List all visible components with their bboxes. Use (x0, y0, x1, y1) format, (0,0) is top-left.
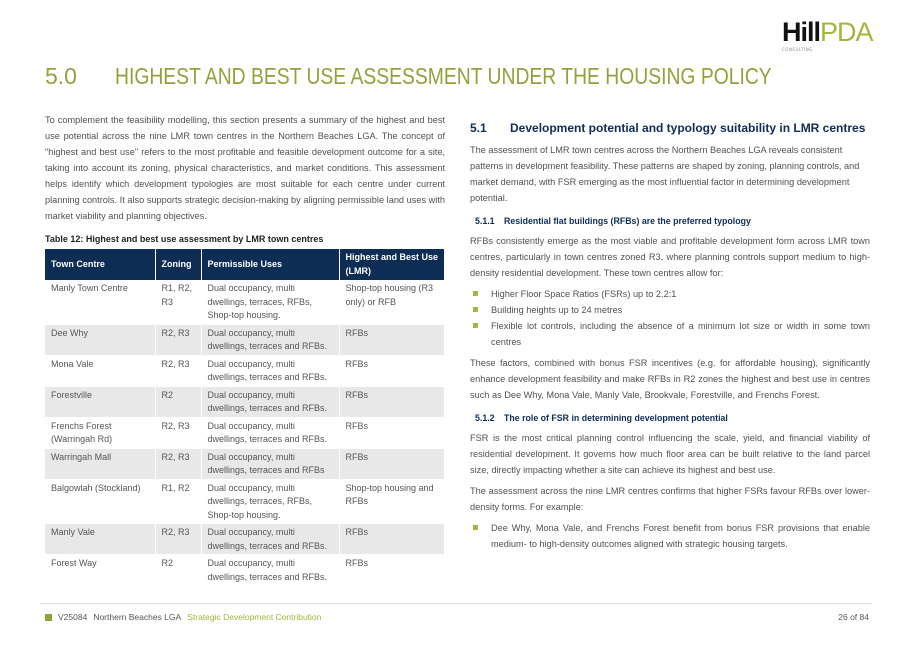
logo-wordmark: Hill PDA (782, 18, 882, 46)
table-cell: R2, R3 (155, 324, 202, 356)
heading-number: 5.1 (470, 121, 487, 135)
paragraph: FSR is the most critical planning contro… (470, 433, 870, 475)
table-cell: Dual occupancy, multi dwellings, terrace… (201, 523, 340, 555)
table-row: Frenchs Forest (Warringah Rd) R2, R3 Dual … (45, 417, 445, 449)
table-header: Zoning (155, 249, 202, 280)
list-item: Dee Why, Mona Vale, and Frenchs Forest b… (470, 520, 870, 552)
footer-square-icon (45, 613, 52, 621)
bullet-list: Higher Floor Space Ratios (FSRs) up to 2… (470, 286, 870, 350)
paragraph: RFBs consistently emerge as the most via… (470, 236, 870, 278)
table-cell: R2, R3 (155, 355, 202, 387)
logo-accent: PDA (820, 17, 874, 47)
heading-5-1: 5.1 Development potential and typology su… (470, 120, 870, 136)
table-cell: Frenchs Forest (Warringah Rd) (45, 417, 156, 449)
footer: V25084 Northern Beaches LGA Strategic De… (45, 611, 321, 623)
table-cell: R2, R3 (155, 417, 202, 449)
table-cell: Dual occupancy, multi dwellings, terrace… (201, 417, 340, 449)
table-row: Mona Vale R2, R3 Dual occupancy, multi dwe… (45, 355, 445, 387)
table-cell: RFBs (339, 448, 445, 480)
table-cell: Mona Vale (45, 355, 156, 387)
footer-divider (40, 603, 872, 604)
page-number: 26 of 84 (838, 612, 869, 622)
heading-text: Residential flat buildings (RFBs) are th… (504, 216, 751, 226)
table-cell: Forestville (45, 386, 156, 418)
table-cell: R1, R2, R3 (155, 280, 202, 325)
table-cell: Manly Town Centre (45, 280, 156, 325)
table-cell: R2, R3 (155, 448, 202, 480)
list-item: Higher Floor Space Ratios (FSRs) up to 2… (470, 286, 870, 302)
paragraph: The assessment across the nine LMR centr… (470, 486, 870, 512)
table-cell: Dual occupancy, multi dwellings, terrace… (201, 479, 340, 524)
table-row: Warringah Mall R2, R3 Dual occupancy, mult… (45, 448, 445, 480)
table-cell: Dual occupancy, multi dwellings, terrace… (201, 324, 340, 356)
table-cell: RFBs (339, 523, 445, 555)
table-cell: R2 (155, 386, 202, 418)
list-item: Building heights up to 24 metres (470, 302, 870, 318)
table-row: Manly Town Centre R1, R2, R3 Dual occupanc… (45, 280, 445, 325)
table-row: Manly Vale R2, R3 Dual occupancy, multi dw… (45, 523, 445, 555)
table-cell: Dual occupancy, multi dwellings, terrace… (201, 448, 340, 480)
table-cell: RFBs (339, 386, 445, 418)
table-cell: Dual occupancy, multi dwellings, terrace… (201, 554, 340, 586)
table-caption: Table 12: Highest and best use assessmen… (45, 234, 324, 244)
bullet-list: Dee Why, Mona Vale, and Frenchs Forest b… (470, 520, 870, 552)
project-code: V25084 (58, 612, 88, 622)
table-header: Permissible Uses (201, 249, 340, 280)
table-cell: RFBs (339, 355, 445, 387)
table-cell: R1, R2 (155, 479, 202, 524)
heading-5-1-1: 5.1.1 Residential flat buildings (RFBs) a… (470, 215, 870, 228)
document-name: Strategic Development Contribution (187, 612, 322, 622)
right-column: 5.1 Development potential and typology su… (470, 120, 870, 557)
table-row: Balgowlah (Stockland) R1, R2 Dual occupanc… (45, 479, 445, 524)
table-header: Town Centre (45, 249, 156, 280)
table-cell: Warringah Mall (45, 448, 156, 480)
table-cell: Shop-top housing (R3 only) or RFB (339, 280, 445, 325)
logo-text: Hill (782, 17, 821, 47)
table-cell: RFBs (339, 324, 445, 356)
table-cell: Dual occupancy, multi dwellings, terrace… (201, 280, 340, 325)
table-row: Dee Why R2, R3 Dual occupancy, multi dwell… (45, 324, 445, 356)
logo-subtext: CONSULTING (782, 47, 813, 52)
table-row: Forest Way R2 Dual occupancy, multi dwelli… (45, 554, 445, 586)
table-cell: R2, R3 (155, 523, 202, 555)
table-cell: Dual occupancy, multi dwellings, terrace… (201, 386, 340, 418)
table-cell: Forest Way (45, 554, 156, 586)
hillpda-logo: Hill PDA CONSULTING (782, 18, 882, 54)
heading-text: The role of FSR in determining developme… (504, 413, 728, 423)
table-cell: Dual occupancy, multi dwellings, terrace… (201, 355, 340, 387)
heading-number: 5.1.2 (475, 413, 495, 423)
table-cell: Balgowlah (Stockland) (45, 479, 156, 524)
left-column: To complement the feasibility modelling,… (45, 112, 445, 586)
section-title: HIGHEST AND BEST USE ASSESSMENT UNDER TH… (115, 63, 772, 89)
heading-text: Development potential and typology suita… (510, 121, 866, 135)
table-cell: RFBs (339, 417, 445, 449)
table-cell: Manly Vale (45, 523, 156, 555)
paragraph: These factors, combined with bonus FSR i… (470, 358, 870, 400)
table-cell: Dee Why (45, 324, 156, 356)
heading-number: 5.1.1 (475, 216, 495, 226)
table-row: Forestville R2 Dual occupancy, multi dwell… (45, 386, 445, 418)
heading-5-1-2: 5.1.2 The role of FSR in determining deve… (470, 412, 870, 425)
table-cell: RFBs (339, 554, 445, 586)
paragraph: The assessment of LMR town centres acros… (470, 145, 860, 203)
table-cell: Shop-top housing and RFBs (339, 479, 445, 524)
project-name: Northern Beaches LGA (93, 612, 182, 622)
intro-paragraph: To complement the feasibility modelling,… (45, 115, 445, 221)
list-item: Flexible lot controls, including the abs… (470, 318, 870, 350)
table-cell: R2 (155, 554, 202, 586)
section-number: 5.0 (45, 63, 77, 89)
page-title: 5.0 HIGHEST AND BEST USE ASSESSMENT UNDER… (45, 62, 875, 90)
table-header: Highest and Best Use (LMR) (339, 249, 445, 280)
hbu-table: Town Centre Zoning Permissible Uses High… (45, 249, 445, 586)
